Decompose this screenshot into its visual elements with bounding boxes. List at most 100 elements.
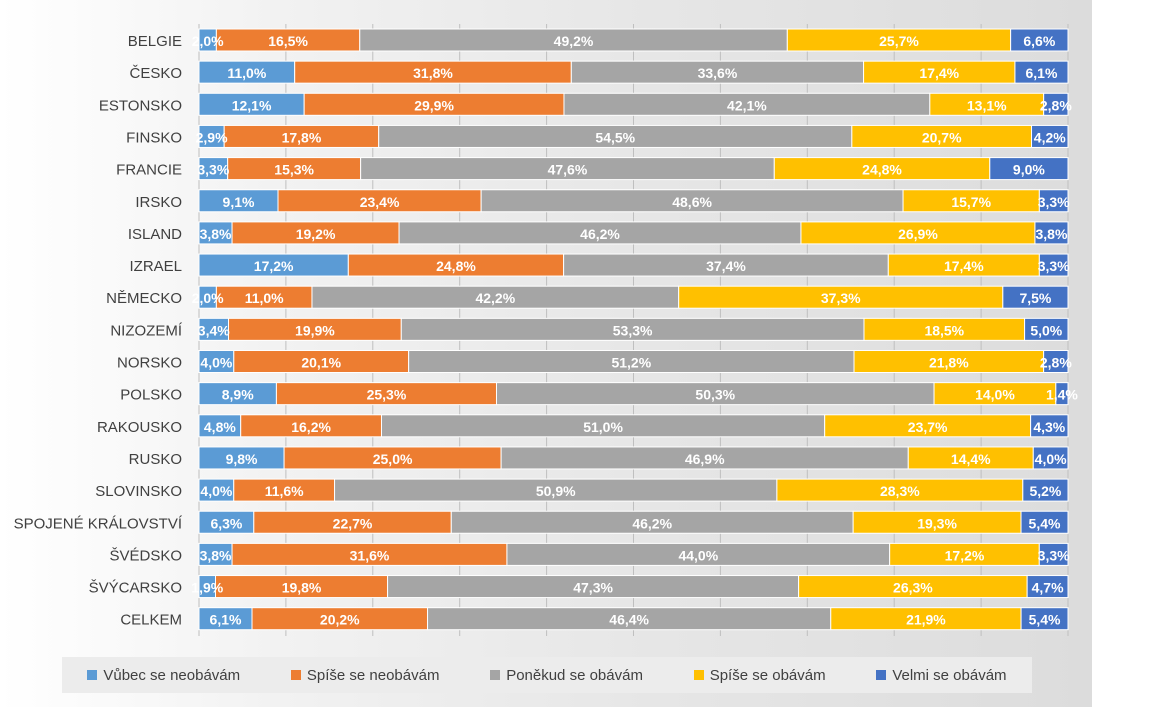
- legend-swatch: [693, 670, 704, 680]
- data-label: 3,4%: [198, 322, 230, 338]
- data-label: 37,3%: [821, 290, 861, 306]
- data-label: 15,7%: [951, 194, 991, 210]
- bar-segment: [1030, 414, 1069, 438]
- data-label: 37,4%: [706, 258, 746, 274]
- category-label: RAKOUSKO: [97, 419, 182, 436]
- bar-segment: [1002, 285, 1069, 309]
- legend-label: Spíše se obávám: [709, 666, 826, 684]
- data-label: 2,0%: [192, 33, 224, 49]
- data-label: 3,8%: [200, 547, 232, 563]
- category-label: SPOJENÉ KRÁLOVSTVÍ: [14, 515, 183, 532]
- data-label: 42,1%: [727, 97, 767, 113]
- data-label: 22,7%: [333, 515, 373, 531]
- bar-segment: [1034, 221, 1069, 245]
- legend-item: Vůbec se neobávám: [87, 667, 240, 684]
- category-label: ČESKO: [129, 65, 182, 82]
- data-label: 31,8%: [413, 65, 453, 81]
- category-label: NĚMECKO: [106, 290, 182, 307]
- category-label: FINSKO: [126, 129, 182, 146]
- category-label: ŠVÉDSKO: [109, 547, 182, 564]
- data-label: 4,0%: [200, 483, 232, 499]
- data-label: 21,9%: [906, 612, 946, 628]
- data-label: 23,4%: [360, 194, 400, 210]
- data-label: 51,0%: [583, 419, 623, 435]
- data-label: 4,2%: [1034, 129, 1066, 145]
- data-label: 11,6%: [265, 483, 304, 499]
- data-label: 44,0%: [678, 547, 718, 563]
- category-label: ISLAND: [128, 226, 182, 243]
- data-label: 5,2%: [1029, 483, 1061, 499]
- data-label: 17,2%: [254, 258, 294, 274]
- bars: [198, 28, 1069, 631]
- category-label: RUSKO: [129, 451, 182, 468]
- data-label: 16,5%: [268, 33, 308, 49]
- data-label: 4,0%: [1035, 451, 1067, 467]
- category-label: POLSKO: [120, 387, 182, 404]
- data-label: 17,8%: [282, 129, 322, 145]
- data-label: 4,3%: [1033, 419, 1065, 435]
- data-label: 31,6%: [350, 547, 390, 563]
- data-label: 2,8%: [1040, 355, 1072, 371]
- data-label: 14,4%: [951, 451, 991, 467]
- data-label: 28,3%: [880, 483, 920, 499]
- data-label: 47,3%: [573, 580, 613, 596]
- data-label: 19,9%: [295, 322, 335, 338]
- data-label: 29,9%: [414, 97, 454, 113]
- data-label: 19,3%: [917, 515, 957, 531]
- data-label: 6,1%: [210, 612, 242, 628]
- bar-segment: [1032, 446, 1069, 470]
- bar-segment: [1038, 189, 1069, 213]
- category-label: CELKEM: [120, 612, 182, 629]
- legend-item: Poněkud se obávám: [490, 667, 643, 684]
- bar-segment: [1043, 92, 1069, 116]
- category-label: FRANCIE: [116, 162, 182, 179]
- bar-segment: [1010, 28, 1069, 52]
- category-label: IZRAEL: [129, 258, 182, 275]
- data-label: 51,2%: [611, 355, 651, 371]
- data-label: 5,0%: [1030, 322, 1062, 338]
- data-label: 54,5%: [595, 129, 635, 145]
- bar-segment: [1026, 575, 1069, 599]
- data-label: 17,4%: [944, 258, 984, 274]
- data-label: 50,9%: [536, 483, 576, 499]
- data-label: 3,8%: [1036, 226, 1068, 242]
- legend: Vůbec se neobávám Spíše se neobávám Poněku…: [62, 657, 1032, 693]
- legend-swatch: [490, 670, 501, 680]
- legend-label: Spíše se neobávám: [306, 666, 440, 684]
- legend-label: Poněkud se obávám: [506, 666, 643, 684]
- data-label: 1,9%: [191, 580, 223, 596]
- data-labels: 2,0% 16,5% 49,2% 25,7% 6,6% 11,0% 31,8% 33,6% 17…: [191, 33, 1078, 628]
- category-label: NIZOZEMÍ: [110, 322, 182, 339]
- data-label: 20,7%: [922, 129, 962, 145]
- data-label: 6,1%: [1026, 65, 1058, 81]
- legend-item: Spíše se neobávám: [290, 666, 440, 684]
- data-label: 3,3%: [197, 162, 229, 178]
- legend-label: Velmi se obávám: [892, 666, 1007, 684]
- category-label: ŠVÝCARSKO: [89, 580, 182, 597]
- legend-item: Spíše se obávám: [693, 666, 826, 684]
- category-labels: BELGIE ČESKO ESTONSKO FINSKO FRANCIE IRSKO ISL…: [14, 33, 183, 629]
- bar-segment: [1020, 510, 1069, 534]
- bar-segment: [1038, 253, 1069, 277]
- data-label: 6,3%: [210, 515, 242, 531]
- data-label: 4,7%: [1032, 580, 1064, 596]
- data-label: 3,8%: [200, 226, 232, 242]
- data-label: 20,2%: [320, 612, 360, 628]
- data-label: 4,0%: [200, 355, 232, 371]
- data-label: 46,9%: [685, 451, 725, 467]
- category-label: SLOVINSKO: [95, 483, 182, 500]
- bar-segment: [1020, 607, 1069, 631]
- bar-segment: [1038, 542, 1069, 566]
- data-label: 48,6%: [672, 194, 712, 210]
- data-label: 4,8%: [204, 419, 236, 435]
- data-label: 3,3%: [1038, 258, 1070, 274]
- data-label: 47,6%: [548, 162, 588, 178]
- bar-segment: [1022, 478, 1069, 502]
- data-label: 25,0%: [373, 451, 413, 467]
- bar-segment: [1055, 382, 1069, 406]
- data-label: 6,6%: [1023, 33, 1055, 49]
- category-label: NORSKO: [117, 355, 182, 372]
- data-label: 14,0%: [975, 387, 1015, 403]
- data-label: 46,4%: [609, 612, 649, 628]
- data-label: 9,8%: [226, 451, 258, 467]
